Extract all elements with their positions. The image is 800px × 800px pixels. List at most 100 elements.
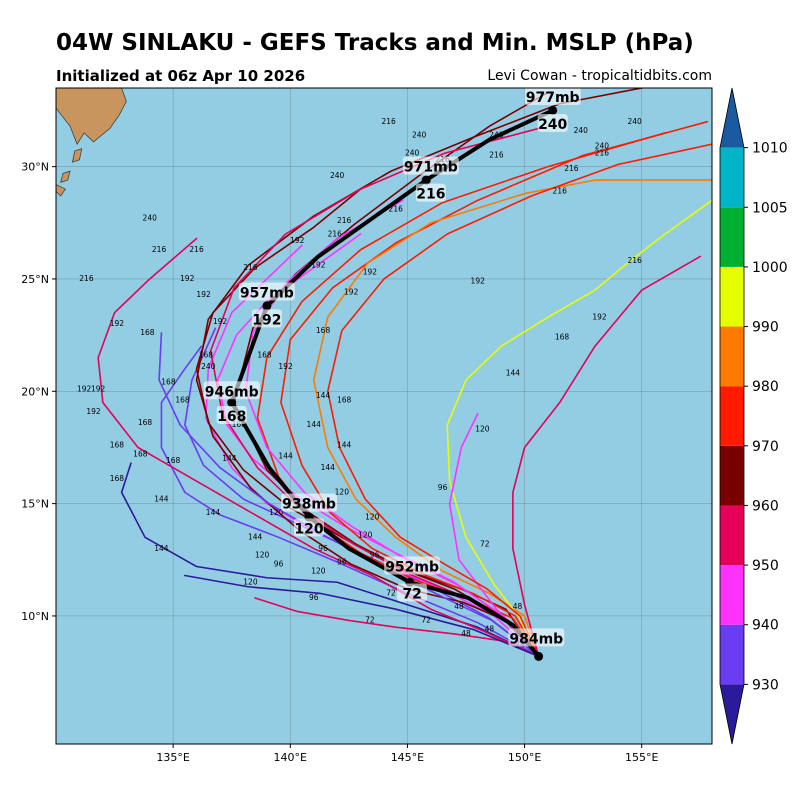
colorbar-bin bbox=[720, 88, 744, 148]
mean-labels: 984mb952mb72938mb120946mb168957mb192971m… bbox=[203, 86, 581, 647]
hour-label: 48 bbox=[461, 629, 471, 638]
hour-label: 216 bbox=[152, 245, 167, 254]
hour-label: 120 bbox=[255, 551, 270, 560]
y-tick-label: 10°N bbox=[21, 610, 49, 623]
hour-label: 168 bbox=[110, 440, 125, 449]
mean-label-box bbox=[384, 556, 441, 575]
mean-track-point bbox=[548, 105, 558, 115]
mean-label-box bbox=[216, 406, 247, 424]
ocean-background bbox=[56, 88, 712, 744]
hour-label: 72 bbox=[480, 539, 490, 548]
colorbar: 930 940 950 960 970 980 990 1000 1005 1010 bbox=[719, 87, 788, 745]
mean-label-box bbox=[238, 282, 295, 301]
hour-label: 168 bbox=[140, 328, 155, 337]
colorbar-bin bbox=[720, 326, 744, 387]
hour-label: 216 bbox=[595, 148, 610, 157]
chart-title: 04W SINLAKU - GEFS Tracks and Min. MSLP … bbox=[56, 30, 694, 56]
hour-label: 192 bbox=[344, 288, 359, 297]
hour-label: 192 bbox=[311, 261, 326, 270]
land-amami bbox=[60, 170, 71, 183]
hour-label: 120 bbox=[358, 530, 373, 539]
hour-label: 168 bbox=[161, 378, 176, 387]
hour-label: 216 bbox=[628, 256, 643, 265]
hour-label: 96 bbox=[309, 593, 319, 602]
member-track bbox=[512, 255, 702, 658]
hour-label: 168 bbox=[110, 474, 125, 483]
hour-label: 96 bbox=[274, 560, 284, 569]
mean-label: 216 bbox=[416, 187, 445, 203]
hour-label: 120 bbox=[335, 488, 350, 497]
member-track bbox=[244, 199, 540, 658]
mean-label: 984mb bbox=[509, 631, 563, 647]
colorbar-label: 1010 bbox=[752, 141, 788, 157]
x-tick-label: 140°E bbox=[274, 751, 307, 764]
mean-label-box bbox=[251, 309, 282, 328]
hour-label: 216 bbox=[79, 274, 94, 283]
land-okinawa-1 bbox=[56, 184, 66, 197]
hour-label: 72 bbox=[365, 616, 375, 625]
hour-label: 216 bbox=[489, 151, 504, 160]
y-tick-label: 25°N bbox=[21, 273, 49, 286]
member-track bbox=[326, 143, 712, 658]
hour-label: 192 bbox=[110, 319, 125, 328]
mean-label: 192 bbox=[252, 312, 281, 328]
hour-label: 48 bbox=[513, 602, 523, 611]
colorbar-label: 980 bbox=[752, 379, 779, 395]
x-axis: 135°E 140°E 145°E 150°E 155°E bbox=[156, 744, 658, 764]
hour-label: 240 bbox=[574, 126, 589, 135]
hour-label: 144 bbox=[506, 369, 521, 378]
hour-label: 48 bbox=[485, 625, 495, 634]
member-track bbox=[195, 188, 540, 658]
hour-label: 144 bbox=[206, 508, 221, 517]
land-japan bbox=[56, 88, 127, 145]
hour-label: 72 bbox=[386, 589, 396, 598]
x-tick-label: 150°E bbox=[508, 751, 541, 764]
member-track bbox=[446, 199, 712, 658]
colorbar-bin bbox=[720, 266, 744, 327]
mean-label: 240 bbox=[538, 117, 567, 133]
mean-label-box bbox=[537, 113, 568, 132]
hour-label: 96 bbox=[318, 544, 328, 553]
colorbar-label: 930 bbox=[752, 677, 779, 693]
hour-label: 240 bbox=[412, 130, 427, 139]
hour-label: 120 bbox=[475, 425, 490, 434]
hour-label: 216 bbox=[389, 205, 404, 214]
hour-label: 144 bbox=[316, 391, 331, 400]
hour-label: 216 bbox=[328, 229, 343, 238]
member-track bbox=[160, 345, 540, 658]
hour-label: 192 bbox=[592, 312, 607, 321]
mean-label: 120 bbox=[294, 521, 323, 537]
colorbar-bin bbox=[720, 207, 744, 267]
hour-label: 192 bbox=[363, 267, 378, 276]
mean-label-box bbox=[508, 628, 565, 647]
colorbar-bin bbox=[720, 505, 744, 566]
hour-label: 216 bbox=[337, 216, 352, 225]
colorbar-label: 960 bbox=[752, 498, 779, 514]
mean-label: 72 bbox=[402, 586, 421, 602]
hour-label: 120 bbox=[365, 512, 380, 521]
gridlines bbox=[56, 88, 712, 744]
mean-label: 977mb bbox=[526, 90, 580, 106]
member-track bbox=[184, 574, 540, 658]
map-frame bbox=[55, 87, 713, 745]
land-layer bbox=[56, 88, 127, 197]
mean-label: 168 bbox=[217, 409, 246, 425]
y-axis: 10°N 15°N 20°N 25°N 30°N bbox=[21, 161, 56, 623]
mean-track-point bbox=[421, 175, 431, 185]
mean-label-box bbox=[203, 381, 260, 400]
colorbar-label: 1000 bbox=[752, 260, 788, 276]
hour-label: 192 bbox=[91, 384, 106, 393]
hour-label: 240 bbox=[405, 148, 420, 157]
chart-subtitle: Initialized at 06z Apr 10 2026 bbox=[56, 67, 306, 85]
mean-track-point bbox=[262, 301, 272, 311]
hour-label: 144 bbox=[278, 452, 293, 461]
hour-label: 192 bbox=[471, 276, 486, 285]
x-tick-label: 155°E bbox=[625, 751, 658, 764]
mean-label: 957mb bbox=[240, 285, 294, 301]
hour-label: 240 bbox=[330, 171, 345, 180]
hour-label: 192 bbox=[213, 317, 228, 326]
x-tick-label: 135°E bbox=[156, 751, 189, 764]
y-tick-label: 20°N bbox=[21, 385, 49, 398]
hour-label: 72 bbox=[421, 616, 431, 625]
member-track bbox=[97, 237, 540, 658]
